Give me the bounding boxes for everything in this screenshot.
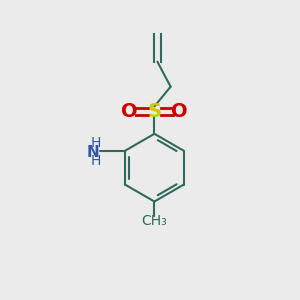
Text: H: H	[91, 154, 101, 168]
Text: CH₃: CH₃	[142, 214, 167, 228]
Text: N: N	[87, 145, 100, 160]
Text: O: O	[121, 102, 138, 121]
Text: H: H	[91, 136, 101, 150]
Text: O: O	[171, 102, 188, 121]
Text: S: S	[147, 102, 161, 121]
